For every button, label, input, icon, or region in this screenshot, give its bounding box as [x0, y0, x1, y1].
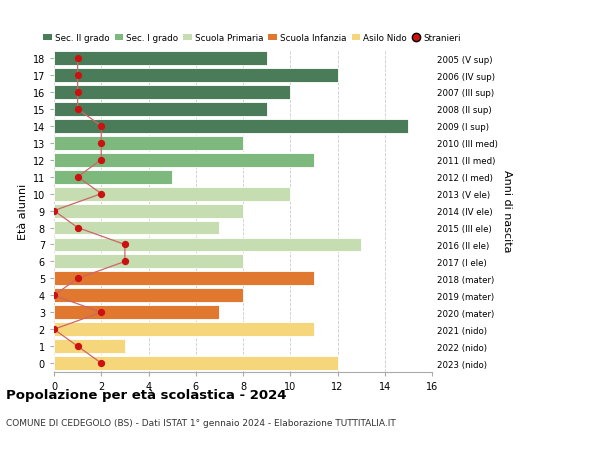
Point	[97, 309, 106, 316]
Bar	[54, 238, 361, 252]
Point	[73, 89, 82, 96]
Y-axis label: Età alunni: Età alunni	[19, 183, 28, 239]
Bar	[54, 86, 290, 100]
Bar	[54, 323, 314, 336]
Y-axis label: Anni di nascita: Anni di nascita	[502, 170, 512, 252]
Bar	[54, 221, 220, 235]
Bar	[54, 120, 409, 134]
Bar	[54, 255, 243, 269]
Point	[49, 292, 59, 299]
Bar	[54, 69, 337, 83]
Point	[97, 190, 106, 198]
Bar	[54, 137, 243, 151]
Point	[97, 123, 106, 130]
Bar	[54, 356, 337, 370]
Text: Popolazione per età scolastica - 2024: Popolazione per età scolastica - 2024	[6, 388, 287, 401]
Point	[73, 72, 82, 79]
Bar	[54, 272, 314, 285]
Point	[49, 207, 59, 215]
Bar	[54, 306, 220, 319]
Point	[73, 343, 82, 350]
Point	[97, 360, 106, 367]
Point	[73, 275, 82, 282]
Bar	[54, 103, 266, 117]
Point	[97, 140, 106, 147]
Point	[73, 106, 82, 113]
Bar	[54, 340, 125, 353]
Point	[97, 157, 106, 164]
Bar	[54, 289, 243, 302]
Bar	[54, 52, 266, 66]
Bar	[54, 153, 314, 168]
Point	[73, 55, 82, 62]
Point	[73, 174, 82, 181]
Text: COMUNE DI CEDEGOLO (BS) - Dati ISTAT 1° gennaio 2024 - Elaborazione TUTTITALIA.I: COMUNE DI CEDEGOLO (BS) - Dati ISTAT 1° …	[6, 418, 396, 427]
Point	[73, 224, 82, 232]
Bar	[54, 204, 243, 218]
Bar	[54, 187, 290, 201]
Point	[49, 326, 59, 333]
Legend: Sec. II grado, Sec. I grado, Scuola Primaria, Scuola Infanzia, Asilo Nido, Stran: Sec. II grado, Sec. I grado, Scuola Prim…	[43, 34, 461, 43]
Point	[120, 258, 130, 266]
Point	[120, 241, 130, 249]
Bar	[54, 170, 172, 184]
